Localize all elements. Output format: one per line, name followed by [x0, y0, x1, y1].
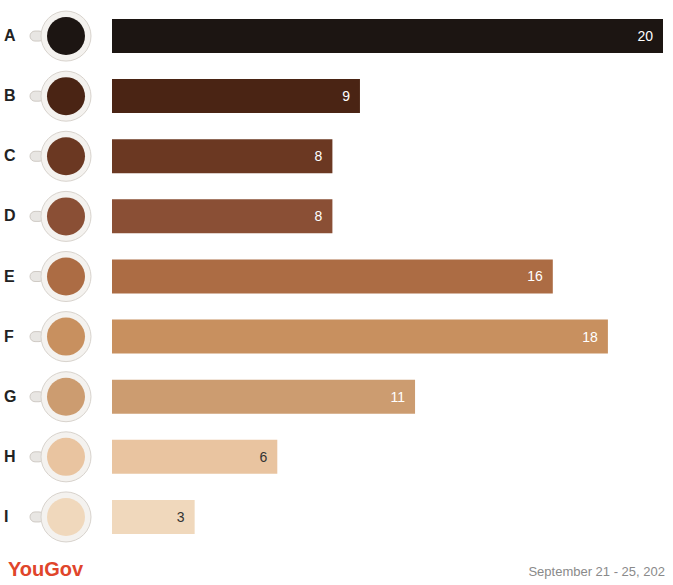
svg-text:I: I [4, 508, 8, 525]
svg-text:H: H [4, 448, 16, 465]
svg-text:G: G [4, 388, 16, 405]
svg-text:C: C [4, 147, 16, 164]
svg-text:B: B [4, 87, 16, 104]
svg-text:F: F [4, 328, 14, 345]
svg-text:20: 20 [637, 28, 653, 44]
html-text:September 21 - 25, 202: September 21 - 25, 202 [528, 564, 665, 579]
svg-text:11: 11 [391, 389, 406, 405]
svg-text:18: 18 [582, 329, 598, 345]
svg-text:A: A [4, 27, 16, 44]
svg-text:6: 6 [260, 449, 268, 465]
svg-text:8: 8 [315, 148, 323, 164]
svg-text:D: D [4, 207, 16, 224]
html-text:YouGov: YouGov [8, 558, 84, 580]
svg-text:E: E [4, 268, 15, 285]
svg-text:8: 8 [315, 208, 323, 224]
svg-text:3: 3 [177, 509, 185, 525]
svg-text:9: 9 [342, 88, 350, 104]
svg-text:16: 16 [527, 268, 543, 284]
